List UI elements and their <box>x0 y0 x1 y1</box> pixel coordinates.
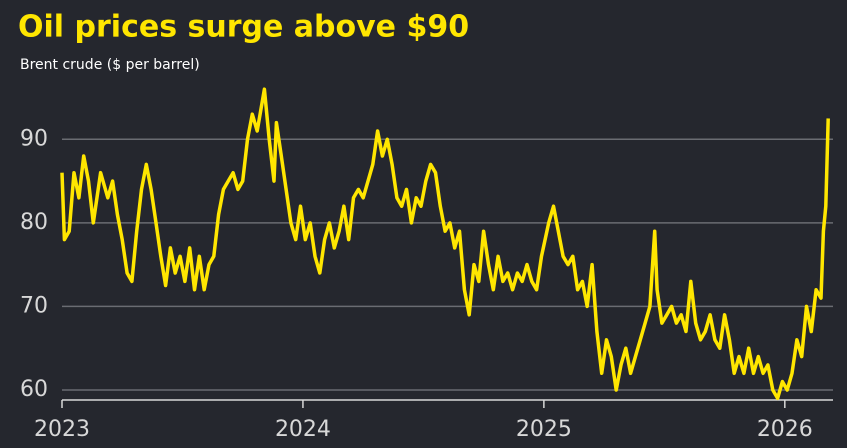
y-tick-label: 70 <box>20 293 48 318</box>
chart-subtitle: Brent crude ($ per barrel) <box>20 57 200 73</box>
x-tick-label: 2024 <box>275 417 331 442</box>
price-line <box>60 87 830 401</box>
x-tick-label: 2026 <box>757 417 813 442</box>
y-tick-label: 80 <box>20 210 48 235</box>
x-tick-label: 2025 <box>516 417 572 442</box>
chart-title: Oil prices surge above $90 <box>18 10 469 45</box>
x-tick-label: 2023 <box>34 417 90 442</box>
y-tick-label: 60 <box>20 377 48 402</box>
y-tick-label: 90 <box>20 126 48 151</box>
